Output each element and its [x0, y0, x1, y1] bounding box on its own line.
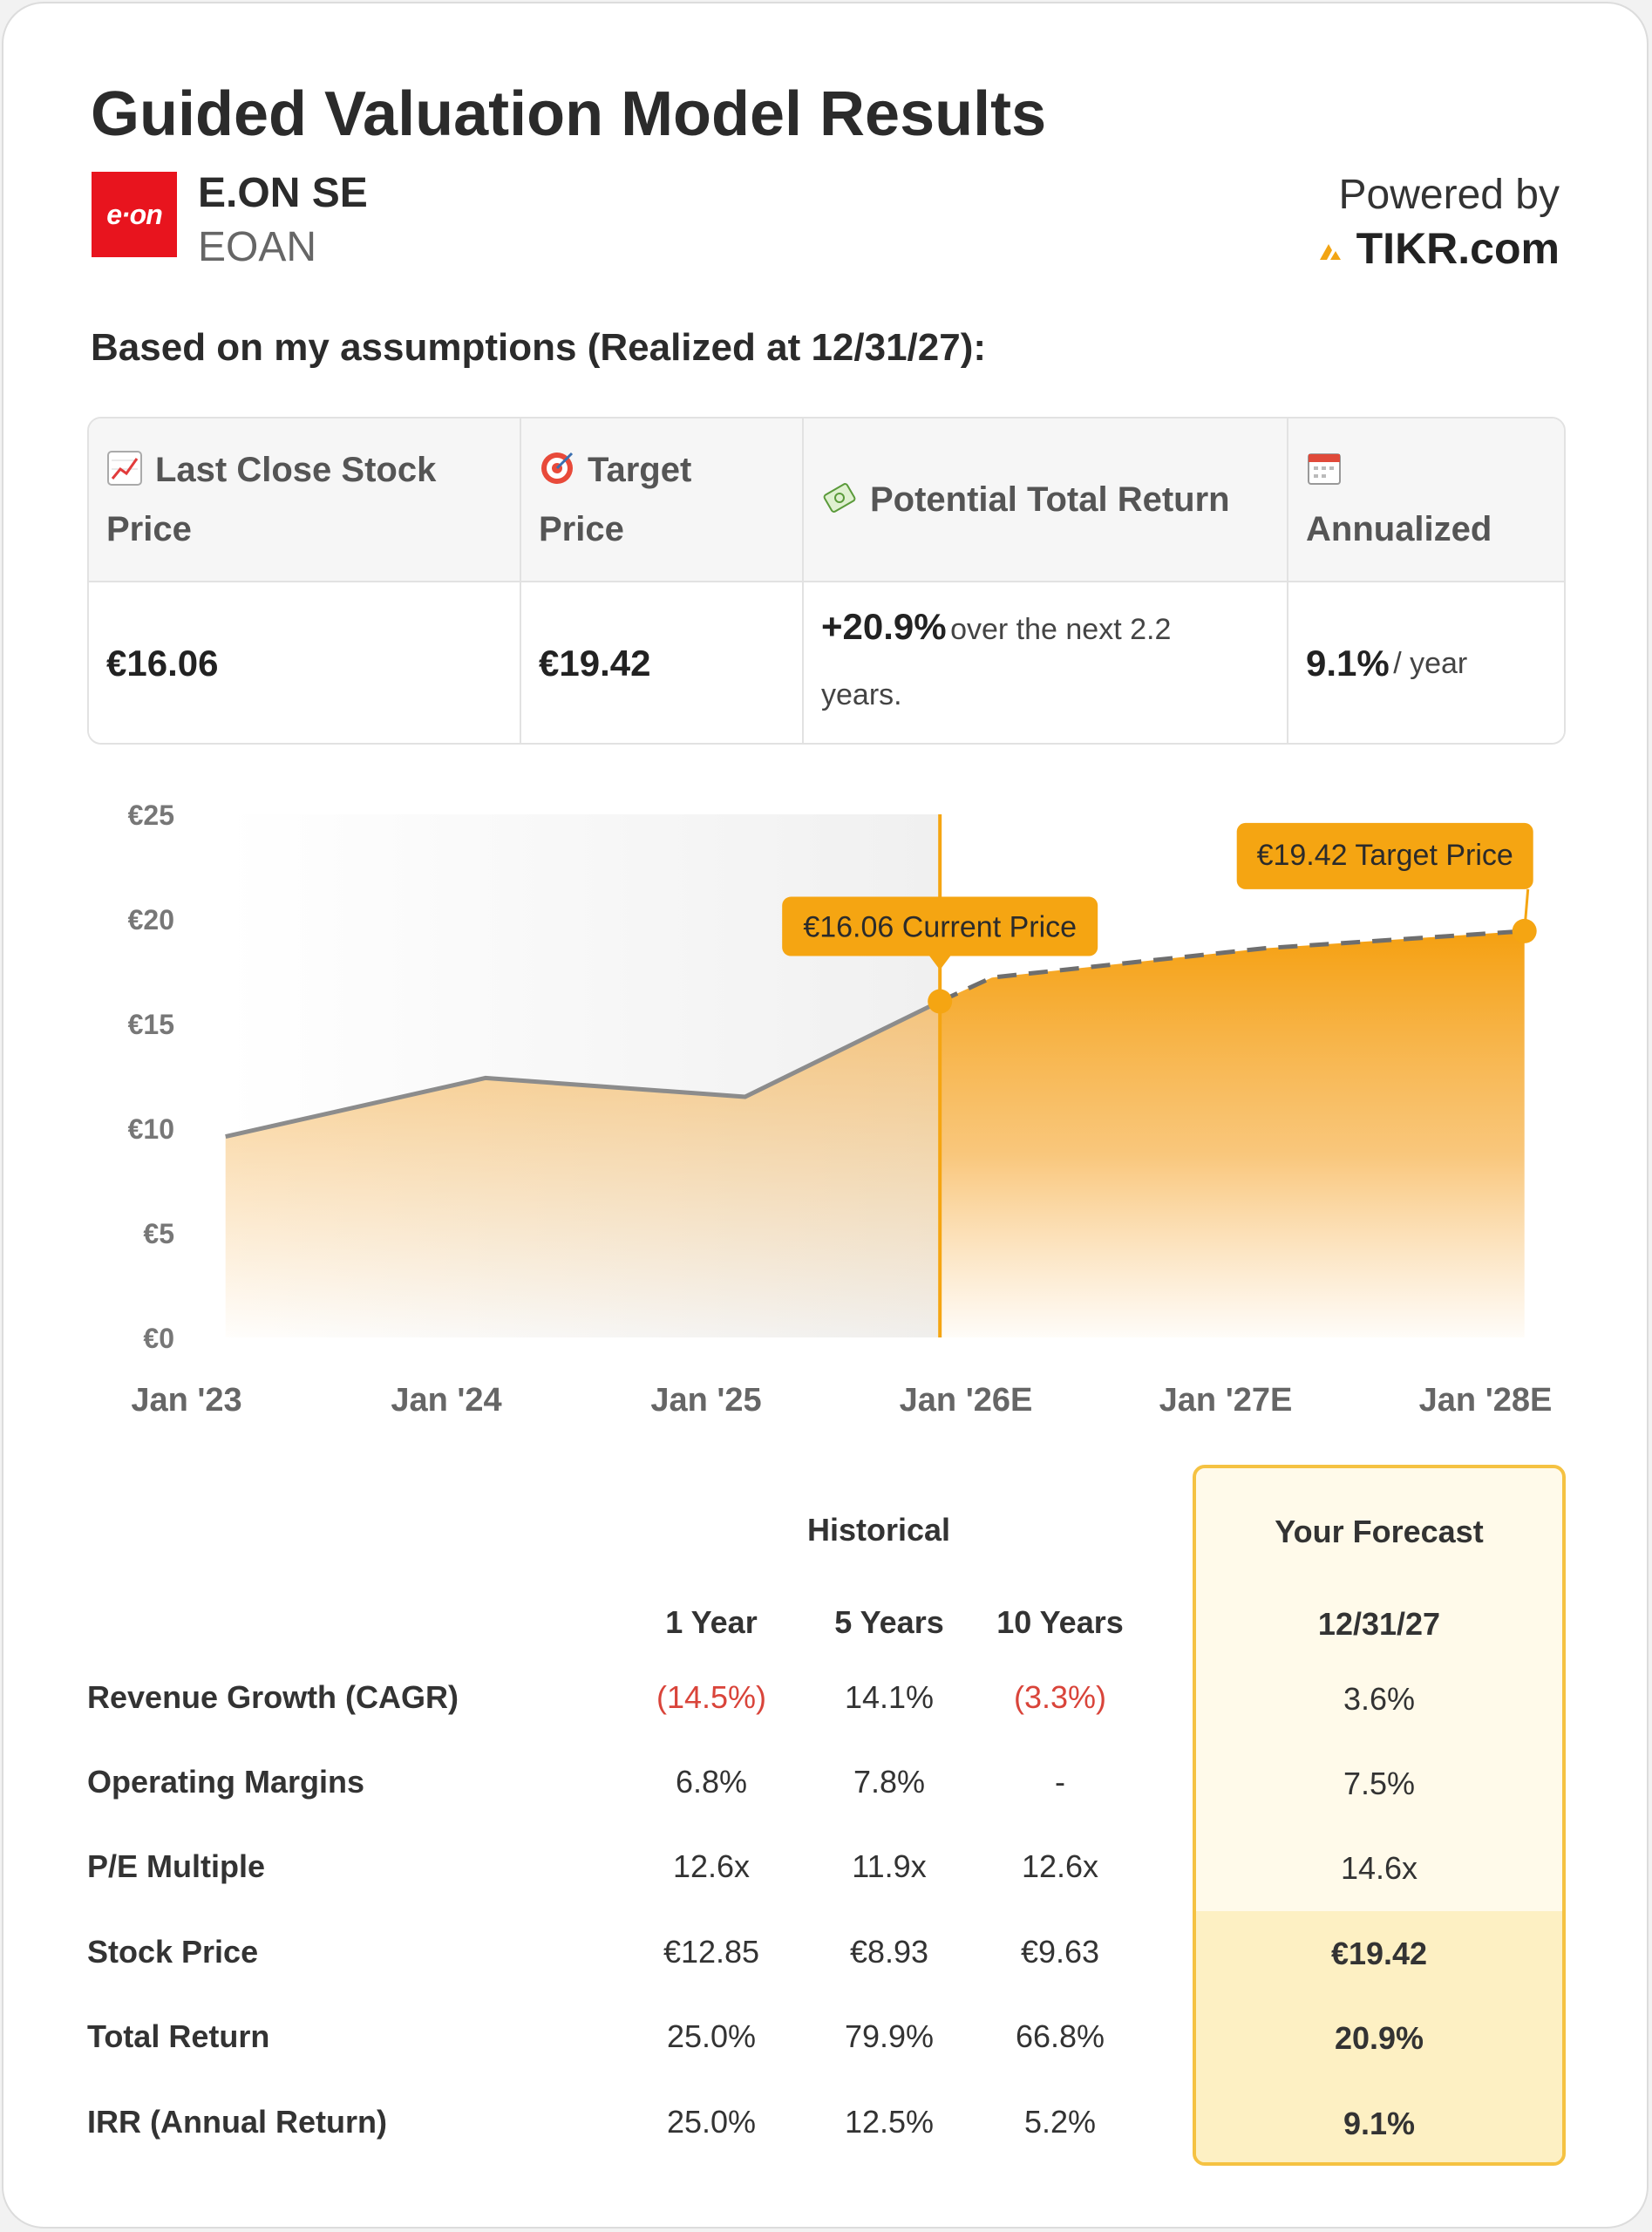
- forecast-line: [939, 929, 1525, 1004]
- column-header: 1 Year: [665, 1604, 758, 1640]
- header-potential-text: Potential Total Return: [870, 480, 1230, 519]
- historical-value: 25.0%: [666, 2104, 757, 2140]
- forecast-value: 14.6x: [1340, 1850, 1418, 1886]
- historical-line: [225, 999, 942, 1140]
- historical-value: €9.63: [1020, 1934, 1100, 1970]
- forecast-column-box: [1193, 1465, 1566, 2166]
- x-tick-label: Jan '25: [650, 1382, 761, 1419]
- summary-value-row: €16.06 €19.42 +20.9% over the next 2.2 y…: [89, 582, 1564, 743]
- historical-value: (14.5%): [656, 1679, 767, 1715]
- current-callout-pointer: [929, 956, 951, 970]
- historical-value: -: [1055, 1764, 1065, 1800]
- forecast-value: 9.1%: [1343, 2106, 1416, 2141]
- target-callout-connector: [1523, 888, 1530, 932]
- price-chart: €0 €5 €10 €15 €20 €25 Jan '23 Jan '24 Jan '25 Jan…: [128, 800, 1553, 1419]
- header-last-close: Last Close Stock Price: [89, 418, 521, 581]
- current-price-callout: [782, 896, 1098, 956]
- historical-value: €12.85: [663, 1934, 760, 1970]
- forecast-section-label: Your Forecast: [1275, 1514, 1484, 1549]
- historical-value: €8.93: [849, 1934, 929, 1970]
- return-pct-value: +20.9%: [821, 605, 947, 647]
- forecast-value: 3.6%: [1343, 1681, 1416, 1717]
- historical-value: 12.5%: [844, 2104, 935, 2140]
- forecast-value: 20.9%: [1334, 2020, 1424, 2056]
- current-price-label: €16.06 Current Price: [803, 911, 1077, 944]
- last-close-value: €16.06: [106, 643, 219, 684]
- y-tick-label: €25: [128, 800, 174, 831]
- row-label: Revenue Growth (CAGR): [87, 1679, 459, 1715]
- x-tick-label: Jan '26E: [900, 1382, 1033, 1419]
- forecast-highlight: [1196, 1911, 1562, 2162]
- historical-value: 6.8%: [675, 1764, 748, 1800]
- x-tick-label: Jan '28E: [1419, 1382, 1553, 1419]
- historical-section-label: Historical: [807, 1512, 951, 1548]
- tikr-logo-icon: [1319, 244, 1341, 260]
- page-title: Guided Valuation Model Results: [91, 79, 1047, 149]
- header-target: Target Price: [521, 418, 804, 581]
- tikr-brand-link[interactable]: TIKR.com: [1318, 223, 1560, 274]
- calendar-icon: [1308, 453, 1341, 485]
- logo-text: e·on: [106, 198, 163, 230]
- target-icon: [541, 452, 574, 484]
- historical-value: 11.9x: [852, 1848, 927, 1884]
- x-tick-label: Jan '23: [131, 1382, 241, 1419]
- row-label: Operating Margins: [87, 1764, 365, 1800]
- historical-value: 66.8%: [1015, 2018, 1105, 2054]
- row-label: Total Return: [87, 2018, 270, 2054]
- header-annualized-text: Annualized: [1306, 510, 1492, 548]
- summary-header-row: Last Close Stock Price Target Price: [89, 418, 1564, 582]
- chart-up-icon: [107, 451, 142, 486]
- y-tick-label: €0: [143, 1323, 174, 1354]
- historical-value: (3.3%): [1013, 1679, 1107, 1715]
- y-tick-label: €15: [128, 1009, 174, 1040]
- target-price-callout: [1236, 822, 1533, 889]
- historical-value: 12.6x: [672, 1848, 751, 1884]
- header-target-line1: Target: [588, 451, 692, 489]
- forecast-column-header: 12/31/27: [1317, 1606, 1441, 1642]
- annualized-unit: / year: [1393, 646, 1468, 680]
- company-logo: e·on: [92, 172, 177, 257]
- column-header: 10 Years: [996, 1604, 1124, 1640]
- header-last-close-line1: Last Close Stock: [155, 451, 437, 489]
- historical-value: 14.1%: [844, 1679, 935, 1715]
- y-tick-label: €20: [128, 904, 174, 936]
- historical-value: 7.8%: [853, 1764, 926, 1800]
- historical-value: 12.6x: [1021, 1848, 1099, 1884]
- y-tick-label: €10: [128, 1113, 174, 1145]
- annualized-value: 9.1%: [1306, 643, 1390, 684]
- y-tick-label: €5: [143, 1218, 174, 1249]
- target-price-value: €19.42: [539, 643, 651, 684]
- forecast-area: [940, 930, 1525, 1337]
- return-text-1: over the next 2.2: [950, 612, 1172, 646]
- company-ticker: EOAN: [198, 224, 317, 270]
- historical-value: 25.0%: [666, 2018, 757, 2054]
- return-text-2: years.: [821, 677, 902, 711]
- current-price-point: [928, 989, 953, 1014]
- header-last-close-line2: Price: [106, 510, 192, 548]
- tikr-brand-text: TIKR.com: [1356, 224, 1560, 273]
- summary-table: Last Close Stock Price Target Price: [87, 417, 1566, 745]
- header-annualized: Annualized: [1288, 418, 1564, 581]
- row-label: Stock Price: [87, 1934, 259, 1970]
- row-label: IRR (Annual Return): [87, 2104, 387, 2140]
- historical-value: 79.9%: [844, 2018, 935, 2054]
- money-icon: [823, 483, 856, 513]
- company-name: E.ON SE: [198, 170, 368, 216]
- assumptions-label: Based on my assumptions (Realized at 12/…: [91, 326, 987, 369]
- historical-value: 5.2%: [1023, 2104, 1097, 2140]
- forecast-value: 7.5%: [1343, 1766, 1416, 1801]
- historical-area: [225, 1001, 941, 1337]
- header-potential-return: Potential Total Return: [804, 418, 1288, 581]
- target-price-label: €19.42 Target Price: [1257, 839, 1513, 872]
- column-header: 5 Years: [834, 1604, 944, 1640]
- row-label: P/E Multiple: [87, 1848, 266, 1884]
- powered-by-label: Powered by: [1338, 172, 1560, 218]
- x-tick-label: Jan '27E: [1159, 1382, 1293, 1419]
- header-target-line2: Price: [539, 510, 624, 548]
- forecast-value: €19.42: [1330, 1936, 1428, 1971]
- x-tick-label: Jan '24: [391, 1382, 501, 1419]
